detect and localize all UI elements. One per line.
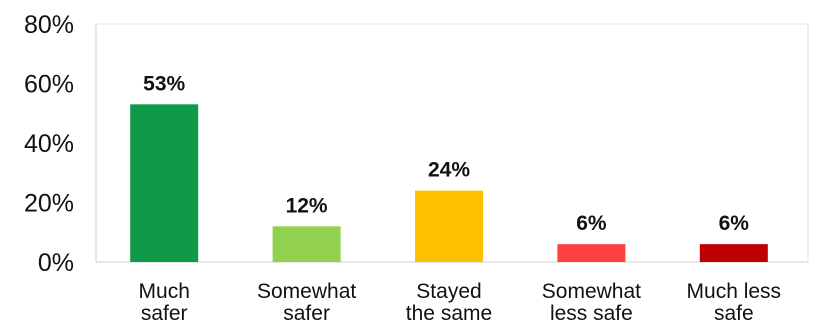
- bar: [557, 244, 626, 262]
- x-tick-label-line: Much less: [687, 280, 782, 303]
- bar: [699, 244, 768, 262]
- x-tick-label-line: Somewhat: [542, 280, 641, 303]
- x-tick-label-line: safer: [141, 302, 188, 325]
- data-label: 24%: [428, 159, 470, 182]
- bar: [415, 190, 483, 262]
- x-tick-label-line: the same: [406, 302, 492, 325]
- data-label: 6%: [576, 212, 607, 235]
- bar: [130, 104, 199, 262]
- x-tick-label-line: Stayed: [416, 280, 481, 303]
- x-tick-label-line: Much: [139, 280, 190, 303]
- bars: [130, 104, 768, 262]
- x-tick-label-line: safer: [283, 302, 330, 325]
- y-tick-label: 20%: [24, 190, 74, 218]
- x-tick-label-line: Somewhat: [257, 280, 356, 303]
- y-tick-label: 60%: [24, 71, 74, 99]
- y-tick-label: 40%: [24, 130, 74, 158]
- data-label: 12%: [286, 194, 328, 217]
- y-tick-label: 80%: [24, 11, 74, 39]
- data-label: 6%: [719, 212, 750, 235]
- x-tick-label-line: less safe: [550, 302, 633, 325]
- data-label: 53%: [143, 72, 185, 95]
- data-labels: 53% 12% 24% 6% 6%: [143, 72, 749, 235]
- y-tick-label: 0%: [38, 249, 74, 277]
- bar: [272, 226, 341, 262]
- y-axis-ticks: 0% 20% 40% 60% 80%: [24, 11, 74, 277]
- x-tick-label-line: safe: [714, 302, 754, 325]
